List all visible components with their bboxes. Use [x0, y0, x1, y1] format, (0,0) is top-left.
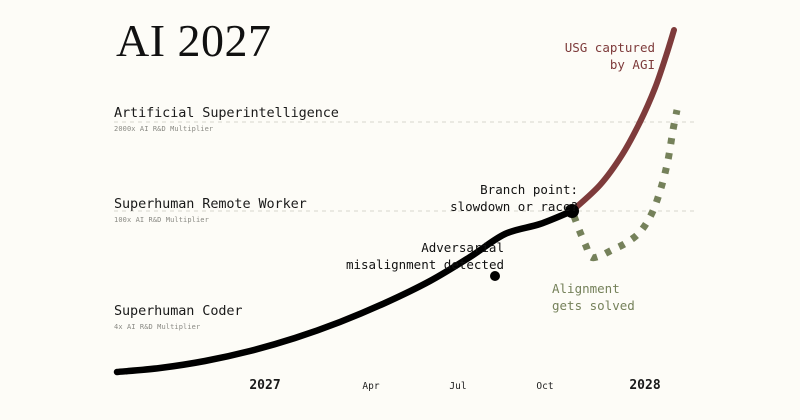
annotation-adversarial-misalignment: Adversarial misalignment detected [345, 240, 504, 272]
tier-sublabel: 4x AI R&D Multiplier [114, 323, 201, 331]
annotation-alignment-gets-solved: Alignment gets solved [552, 281, 635, 313]
annotation-usg-captured-by-agi: USG captured by AGI [564, 40, 655, 72]
marker-adversarial-misalignment [490, 271, 500, 281]
x-axis-tick-jul: Jul [449, 381, 467, 392]
x-axis-tick-oct: Oct [536, 381, 554, 392]
tier-superhuman-coder: Superhuman Coder 4x AI R&D Multiplier [114, 303, 243, 331]
tier-superhuman-remote-worker: Superhuman Remote Worker 100x AI R&D Mul… [114, 196, 307, 224]
capability-curve-race [569, 27, 677, 214]
capability-curve-slowdown [570, 109, 681, 262]
tier-sublabel: 2000x AI R&D Multiplier [114, 125, 214, 133]
x-axis-tick-apr: Apr [362, 381, 380, 392]
tier-label: Superhuman Coder [114, 303, 243, 319]
x-axis-tick-2028: 2028 [629, 378, 661, 393]
tier-artificial-superintelligence: Artificial Superintelligence 2000x AI R&… [114, 105, 339, 133]
x-axis-tick-2027: 2027 [249, 378, 281, 393]
tier-label: Artificial Superintelligence [114, 105, 339, 121]
annotation-branch-point: Branch point: slowdown or race? [450, 182, 578, 214]
tier-label: Superhuman Remote Worker [114, 196, 307, 212]
capability-curve-main [113, 207, 576, 376]
page-title: AI 2027 [116, 15, 272, 66]
marker-branch-point [565, 204, 579, 218]
tier-sublabel: 100x AI R&D Multiplier [114, 216, 209, 224]
